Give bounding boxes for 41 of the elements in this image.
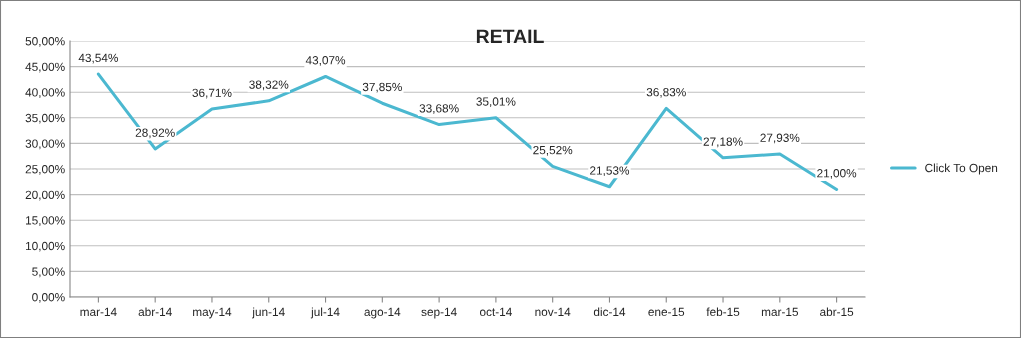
y-tick-label: 0,00% [32, 293, 65, 303]
x-tick-label: oct-14 [479, 307, 512, 317]
y-tick-label: 45,00% [25, 62, 65, 73]
x-tick-label: abr-14 [138, 307, 172, 317]
data-label: 36,83% [646, 88, 686, 98]
data-label: 36,71% [192, 88, 232, 99]
x-tick-label: abr-15 [820, 307, 854, 317]
y-tick-label: 20,00% [25, 190, 65, 201]
data-label: 28,92% [135, 128, 175, 139]
legend-label: Click To Open [925, 163, 998, 175]
data-label: 25,52% [533, 145, 573, 156]
x-tick-label: sep-14 [421, 307, 457, 319]
y-tick-label: 15,00% [26, 216, 65, 226]
data-label: 27,18% [703, 137, 743, 148]
data-label: 33,68% [419, 104, 459, 114]
y-tick-label: 35,00% [25, 113, 65, 124]
x-tick-label: nov-14 [535, 307, 571, 317]
x-tick-label: jul-14 [310, 307, 340, 319]
data-label: 43,07% [305, 56, 346, 66]
y-tick-label: 25,00% [25, 165, 65, 175]
x-tick-label: dic-14 [593, 307, 626, 317]
data-label: 37,85% [362, 82, 402, 93]
y-tick-label: 40,00% [25, 88, 65, 98]
data-label: 21,00% [817, 169, 857, 179]
y-tick-label: 10,00% [26, 241, 65, 252]
data-label: 38,32% [249, 80, 289, 91]
y-tick-label: 50,00% [25, 37, 65, 47]
data-label: 27,93% [760, 133, 800, 144]
x-tick-label: feb-15 [706, 307, 740, 317]
data-label: 35,01% [476, 97, 516, 108]
data-label: 21,53% [590, 166, 630, 177]
data-label: 43,54% [78, 53, 118, 64]
x-tick-label: may-14 [193, 307, 232, 319]
x-tick-label: ago-14 [364, 307, 401, 319]
y-tick-label: 5,00% [32, 267, 65, 278]
x-tick-label: jun-14 [252, 307, 285, 319]
x-tick-label: mar-14 [80, 307, 117, 317]
x-tick-label: ene-15 [648, 307, 685, 317]
chart-title: RETAIL [476, 29, 544, 44]
y-tick-label: 30,00% [25, 139, 65, 150]
x-tick-label: mar-15 [761, 307, 799, 317]
